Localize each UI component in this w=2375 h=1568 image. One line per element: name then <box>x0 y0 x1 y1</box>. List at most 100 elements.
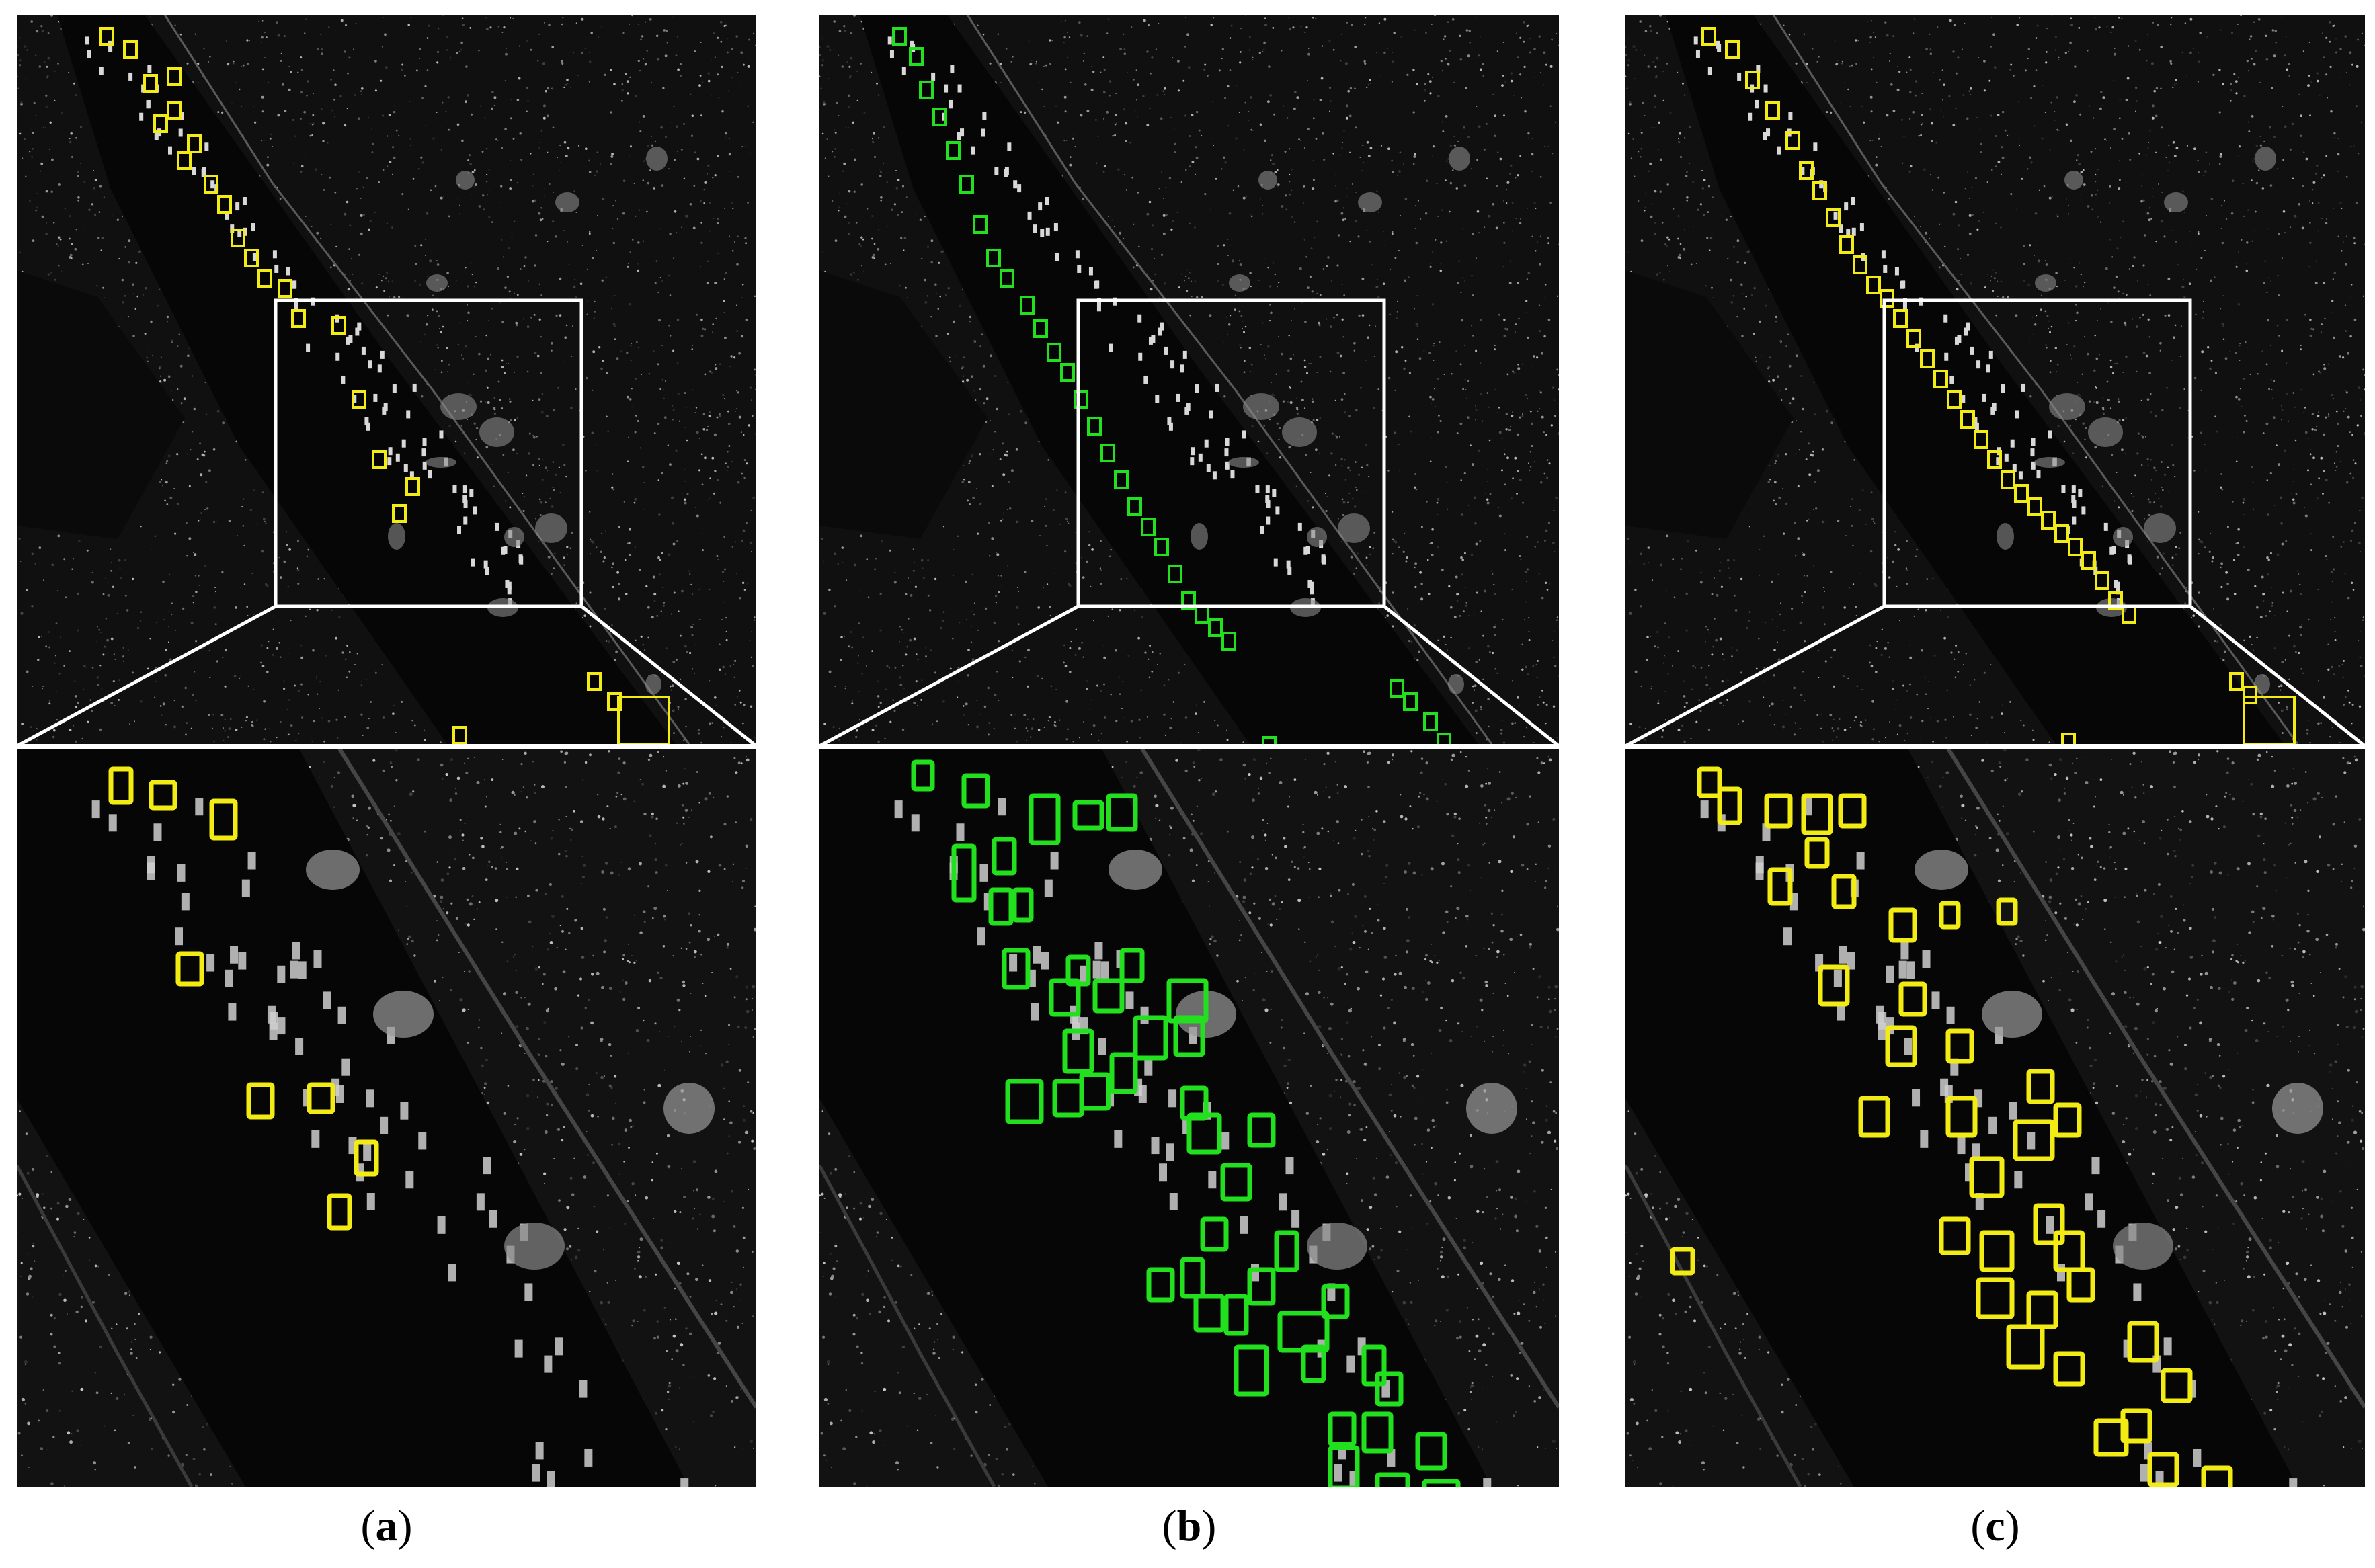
detection-box <box>1838 793 1867 829</box>
detection-box <box>1375 1472 1410 1487</box>
detection-box <box>2095 571 2109 590</box>
detection-box <box>1033 319 1048 338</box>
detection-box <box>2108 591 2123 610</box>
detection-box <box>1974 430 1988 449</box>
detection-box <box>1106 793 1138 832</box>
detection-box <box>177 151 192 170</box>
detection-box <box>1119 948 1145 983</box>
detection-box <box>1109 1052 1138 1094</box>
detection-box <box>1801 793 1833 835</box>
detection-box <box>1947 390 1962 409</box>
detection-box <box>919 81 934 99</box>
detection-box <box>1987 450 2002 469</box>
detection-box <box>2041 511 2056 530</box>
detection-box <box>278 279 292 298</box>
detection-box <box>1221 632 1236 651</box>
detection-box <box>1047 343 1061 362</box>
detection-box <box>961 773 990 809</box>
ship-targets <box>1693 36 2132 607</box>
detection-box <box>2081 551 2096 570</box>
detection-box <box>1208 618 1223 637</box>
detection-box <box>607 692 622 711</box>
detection-box <box>988 887 1014 926</box>
detection-box <box>1812 181 1827 200</box>
detection-box <box>1767 867 1793 906</box>
detection-box <box>1012 887 1034 923</box>
detection-box <box>911 759 935 792</box>
detection-box <box>1220 1163 1252 1202</box>
detection-box <box>1939 1216 1971 1255</box>
detection-box <box>372 450 387 469</box>
detection-box <box>2161 1368 2193 1403</box>
zoomed-river <box>1625 749 2298 1487</box>
panel-separator <box>17 744 756 749</box>
detection-box <box>1415 1432 1447 1471</box>
detection-box <box>1701 27 1716 46</box>
sar-image-c <box>1625 15 2365 1487</box>
detection-box <box>1697 766 1722 798</box>
panel-separator <box>1625 744 2365 749</box>
detection-box <box>331 316 346 335</box>
detection-box <box>1092 978 1125 1014</box>
detection-box <box>973 215 988 234</box>
detection-box <box>1328 1411 1357 1447</box>
detection-box <box>175 951 204 987</box>
caption-c: (c) <box>1970 1501 2020 1551</box>
zoom-connector-right <box>2189 605 2365 747</box>
caption-a-letter: a <box>375 1501 398 1551</box>
detection-box <box>1247 1112 1276 1148</box>
detection-box <box>246 1082 275 1120</box>
detection-box <box>217 195 232 214</box>
overview-image <box>819 15 1559 755</box>
detection-box <box>149 780 177 811</box>
detection-box <box>1785 131 1800 150</box>
detection-box <box>1146 1267 1175 1303</box>
panel-a <box>17 15 756 1487</box>
detection-box <box>231 229 245 247</box>
detection-box <box>1127 497 1142 516</box>
detection-box <box>1765 101 1780 120</box>
detection-box <box>932 108 947 126</box>
detection-box <box>2201 1465 2233 1487</box>
detection-box <box>1002 948 1031 990</box>
detection-box <box>1000 269 1014 288</box>
detection-box <box>1818 964 1850 1007</box>
detection-box <box>2014 484 2029 503</box>
detection-box <box>1029 793 1061 845</box>
detection-box <box>1060 363 1075 382</box>
detection-box <box>1321 1284 1350 1319</box>
detection-box <box>1328 1445 1360 1487</box>
zoomed-ship-targets <box>91 798 689 1487</box>
panel-separator <box>819 744 1559 749</box>
detection-box <box>1826 208 1841 227</box>
detection-box <box>1180 1085 1209 1121</box>
overview-detection-boxes <box>99 27 670 745</box>
detection-box <box>1390 679 1404 698</box>
detection-box <box>1839 235 1854 254</box>
detection-box <box>1920 349 1935 368</box>
overview-image <box>17 15 756 745</box>
zoomed-image <box>17 747 756 1487</box>
detection-box <box>1141 518 1156 536</box>
detection-box <box>1180 1257 1205 1299</box>
detection-box <box>307 1082 335 1114</box>
detection-box <box>2093 1418 2129 1457</box>
detection-box <box>1979 1230 2015 1272</box>
detection-box <box>1072 800 1104 831</box>
detection-box <box>1193 1294 1225 1333</box>
detection-box <box>1976 1277 2015 1319</box>
caption-c-letter: c <box>1985 1501 2005 1551</box>
river-bank <box>1772 15 2299 745</box>
detection-box <box>452 726 467 745</box>
detection-box <box>1880 289 1894 308</box>
detection-box <box>1223 1294 1249 1336</box>
detection-box <box>1133 1015 1168 1061</box>
zoomed-detection-boxes <box>108 766 379 1231</box>
overview-detection-boxes <box>1701 27 2296 751</box>
detection-box <box>2127 1321 2159 1363</box>
river-bank <box>966 15 1493 745</box>
detection-box <box>951 843 977 903</box>
detection-box <box>291 309 306 328</box>
zoom-frame <box>1076 298 1386 608</box>
caption-b: (b) <box>1162 1501 1217 1551</box>
